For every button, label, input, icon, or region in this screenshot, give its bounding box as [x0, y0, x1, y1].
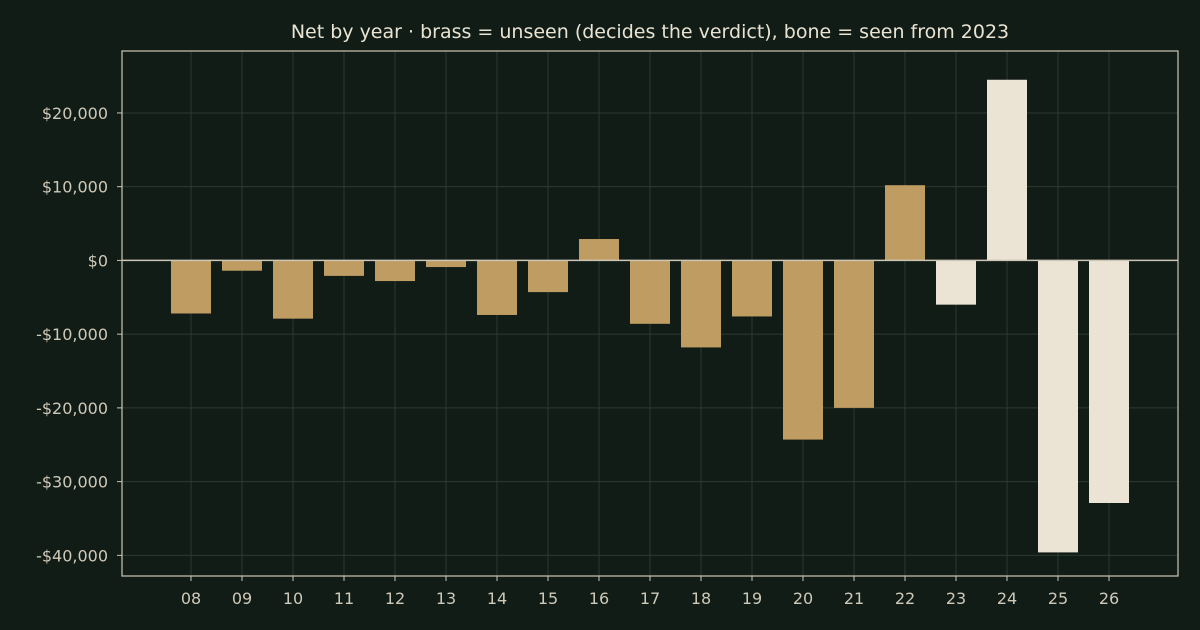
bar-17: [630, 260, 670, 324]
bar-23: [936, 260, 976, 305]
x-tick-label: 26: [1099, 589, 1119, 608]
y-tick-label: -$40,000: [36, 546, 108, 565]
x-tick-label: 15: [538, 589, 558, 608]
bar-26: [1089, 260, 1129, 504]
x-tick-label: 25: [1048, 589, 1068, 608]
bar-15: [528, 260, 568, 293]
y-tick-label: $0: [88, 251, 108, 270]
bar-19: [732, 260, 772, 317]
bar-09: [222, 260, 262, 271]
x-tick-label: 21: [844, 589, 864, 608]
x-tick-label: 23: [946, 589, 966, 608]
x-tick-label: 22: [895, 589, 915, 608]
bar-20: [783, 260, 823, 440]
bar-13: [426, 260, 466, 268]
y-tick-label: $10,000: [42, 178, 108, 197]
x-tick-label: 08: [181, 589, 201, 608]
bar-10: [273, 260, 313, 319]
x-tick-label: 13: [436, 589, 456, 608]
x-tick-label: 12: [385, 589, 405, 608]
x-tick-label: 10: [283, 589, 303, 608]
y-tick-label: -$30,000: [36, 473, 108, 492]
bar-16: [579, 239, 619, 261]
x-tick-label: 20: [793, 589, 813, 608]
x-tick-label: 11: [334, 589, 354, 608]
x-tick-label: 17: [640, 589, 660, 608]
y-tick-label: -$10,000: [36, 325, 108, 344]
bar-12: [375, 260, 415, 282]
chart-title: Net by year · brass = unseen (decides th…: [291, 21, 1009, 43]
x-tick-label: 24: [997, 589, 1017, 608]
bars: [171, 79, 1129, 553]
bar-14: [477, 260, 517, 315]
bar-08: [171, 260, 211, 314]
bar-11: [324, 260, 364, 276]
y-axis-ticks: -$40,000 -$30,000 -$20,000 -$10,000 $0 $10,00…: [36, 104, 122, 565]
y-tick-label: -$20,000: [36, 399, 108, 418]
bar-25: [1038, 260, 1078, 553]
bar-22: [885, 185, 925, 261]
x-tick-label: 16: [589, 589, 609, 608]
x-tick-label: 14: [487, 589, 507, 608]
bar-18: [681, 260, 721, 348]
y-tick-label: $20,000: [42, 104, 108, 123]
bar-21: [834, 260, 874, 408]
x-tick-label: 19: [742, 589, 762, 608]
x-tick-label: 09: [232, 589, 252, 608]
x-axis-ticks: 08 09 10 11 12 13 14 15 16 17 18 19 20 21 22 23 24 25 26: [181, 576, 1119, 608]
bar-24: [987, 79, 1027, 261]
x-tick-label: 18: [691, 589, 711, 608]
